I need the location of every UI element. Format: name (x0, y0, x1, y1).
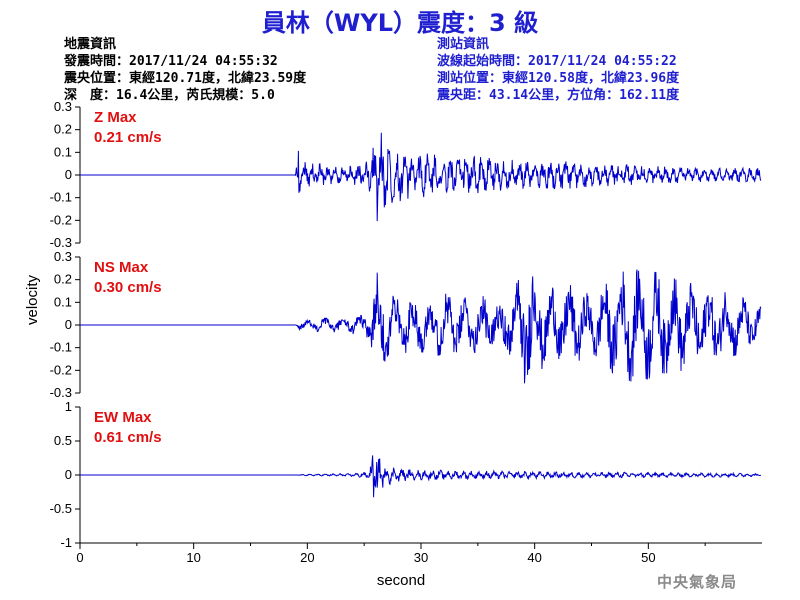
y-tick-label: 0.1 (54, 294, 72, 309)
y-tick-label: 0.1 (54, 144, 72, 159)
y-tick-label: -0.5 (50, 501, 72, 516)
max-title-ns: NS Max (94, 259, 149, 276)
quake-info-heading: 地震資訊 (64, 37, 117, 52)
y-tick-label: 0.3 (54, 249, 72, 264)
wave-start-time: 波線起始時間：2017/11/24 04:55:22 (437, 54, 677, 69)
depth-magnitude: 深 度：16.4公里，芮氏規模：5.0 (64, 88, 275, 103)
y-tick-label: 1 (65, 399, 72, 414)
max-title-ew: EW Max (94, 409, 152, 426)
station-info-block: 測站資訊 波線起始時間：2017/11/24 04:55:22 測站位置：東經1… (437, 36, 679, 104)
x-tick-label: 0 (76, 550, 83, 565)
waveform-ns (80, 269, 762, 384)
y-tick-label: 0.2 (54, 272, 72, 287)
station-info-heading: 測站資訊 (437, 37, 490, 52)
agency-logo-text: 中央氣象局 (657, 573, 738, 591)
max-value-z: 0.21 cm/s (94, 129, 162, 146)
x-axis-label: second (377, 572, 425, 589)
y-tick-label: -0.3 (50, 385, 72, 400)
y-tick-label: 0.5 (54, 433, 72, 448)
y-tick-label: 0.2 (54, 122, 72, 137)
y-tick-label: -0.1 (50, 190, 72, 205)
y-tick-label: -0.1 (50, 340, 72, 355)
waveform-z (80, 132, 762, 222)
y-tick-label: 0 (65, 167, 72, 182)
epicenter-location: 震央位置：東經120.71度，北緯23.59度 (64, 71, 307, 86)
y-tick-label: 0 (65, 317, 72, 332)
x-tick-label: 50 (641, 550, 655, 565)
x-tick-label: 10 (186, 550, 200, 565)
max-value-ew: 0.61 cm/s (94, 429, 162, 446)
y-tick-label: -0.2 (50, 362, 72, 377)
y-axis-label: velocity (24, 274, 41, 325)
y-tick-label: -0.3 (50, 235, 72, 250)
station-location: 測站位置：東經120.58度，北緯23.96度 (437, 71, 680, 86)
x-tick-label: 20 (300, 550, 314, 565)
y-tick-label: -0.2 (50, 212, 72, 227)
max-title-z: Z Max (94, 109, 137, 126)
y-tick-label: 0.3 (54, 99, 72, 114)
x-tick-label: 30 (414, 550, 428, 565)
y-tick-label: 0 (65, 467, 72, 482)
origin-time: 發震時間：2017/11/24 04:55:32 (64, 54, 278, 69)
max-value-ns: 0.30 cm/s (94, 279, 162, 296)
y-tick-label: -1 (60, 535, 72, 550)
page-title: 員林（WYL）震度：3 級 (261, 9, 539, 37)
epicentral-distance: 震央距：43.14公里，方位角：162.11度 (437, 88, 680, 103)
x-tick-label: 40 (527, 550, 541, 565)
waveform-ew (80, 455, 762, 498)
quake-info-block: 地震資訊 發震時間：2017/11/24 04:55:32 震央位置：東經120… (64, 36, 306, 104)
